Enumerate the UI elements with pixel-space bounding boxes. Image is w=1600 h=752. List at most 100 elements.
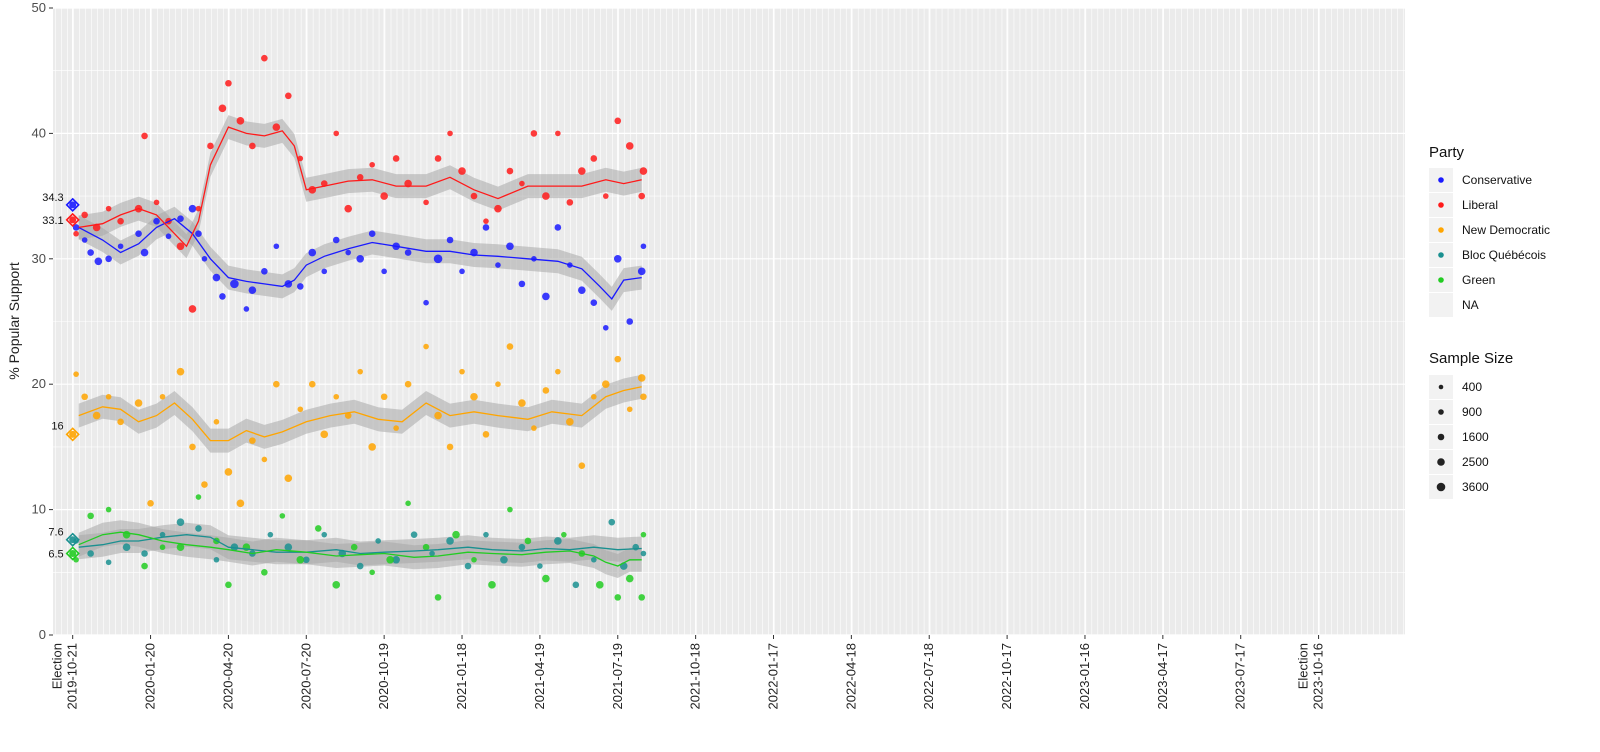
poll-point bbox=[446, 236, 454, 244]
poll-point bbox=[500, 555, 508, 564]
election-result-label: 16 bbox=[51, 420, 63, 432]
poll-point bbox=[566, 199, 574, 206]
x-tick-label: Election bbox=[50, 643, 65, 689]
x-tick-label: 2019-10-21 bbox=[65, 643, 80, 710]
poll-point bbox=[176, 543, 185, 552]
x-tick-label: 2021-10-18 bbox=[688, 643, 703, 710]
poll-point bbox=[105, 559, 112, 566]
poll-point bbox=[357, 368, 363, 375]
election-marker bbox=[65, 532, 80, 547]
poll-point bbox=[447, 130, 453, 137]
poll-point bbox=[296, 283, 304, 290]
poll-point bbox=[333, 130, 340, 137]
x-tick-label: 2022-01-17 bbox=[765, 643, 780, 710]
poll-point bbox=[637, 267, 646, 276]
poll-point bbox=[218, 104, 227, 113]
poll-point bbox=[285, 92, 292, 100]
legend-size-label: 3600 bbox=[1462, 480, 1489, 494]
poll-point bbox=[471, 556, 477, 563]
poll-point bbox=[105, 255, 112, 263]
poll-point bbox=[261, 54, 268, 62]
poll-point bbox=[249, 142, 256, 150]
trend-line bbox=[78, 217, 642, 300]
x-tick-label: 2021-07-19 bbox=[610, 643, 625, 710]
poll-point bbox=[350, 543, 358, 551]
poll-point bbox=[236, 499, 245, 508]
poll-point bbox=[284, 474, 293, 483]
legend-size-swatch bbox=[1438, 409, 1444, 415]
trend-line bbox=[78, 534, 642, 555]
poll-point bbox=[518, 543, 526, 551]
legend-size-label: 900 bbox=[1462, 405, 1482, 419]
poll-point bbox=[495, 262, 501, 268]
x-tick-label: Election bbox=[1296, 643, 1311, 689]
poll-point bbox=[506, 242, 514, 251]
election-result-label: 33.1 bbox=[42, 215, 63, 227]
poll-point bbox=[249, 437, 256, 444]
poll-point bbox=[177, 215, 184, 222]
poll-point bbox=[590, 299, 598, 306]
poll-point bbox=[380, 192, 388, 200]
poll-point bbox=[537, 563, 543, 569]
poll-point bbox=[380, 393, 388, 401]
poll-point bbox=[614, 117, 622, 125]
trend-line bbox=[78, 531, 642, 567]
poll-point bbox=[212, 273, 221, 282]
poll-point bbox=[195, 230, 202, 238]
legend-size-title: Sample Size bbox=[1429, 350, 1513, 367]
election-dot bbox=[69, 536, 77, 544]
poll-point bbox=[333, 393, 340, 400]
poll-point bbox=[345, 249, 352, 256]
legend-swatch bbox=[1438, 227, 1444, 233]
poll-point bbox=[554, 224, 562, 231]
poll-point bbox=[542, 387, 550, 394]
poll-point bbox=[530, 130, 538, 137]
election-result-label: 6.5 bbox=[48, 548, 63, 560]
legend-swatch bbox=[1438, 277, 1444, 283]
poll-point bbox=[595, 581, 604, 589]
legend: Party Conservative Liberal New Democratic Bl… bbox=[1429, 144, 1550, 499]
poll-point bbox=[147, 500, 154, 507]
poll-point bbox=[519, 180, 525, 187]
poll-point bbox=[368, 230, 376, 238]
poll-point bbox=[614, 594, 622, 601]
poll-point bbox=[608, 518, 616, 526]
x-tick-label: 2020-01-20 bbox=[143, 643, 158, 710]
poll-point bbox=[452, 530, 460, 539]
poll-point bbox=[273, 243, 280, 250]
poll-point bbox=[566, 418, 574, 426]
poll-point bbox=[578, 462, 586, 470]
poll-point bbox=[302, 556, 310, 564]
poll-point bbox=[640, 531, 647, 538]
poll-point bbox=[613, 254, 622, 263]
x-tick-label: 2023-01-16 bbox=[1077, 643, 1092, 710]
legend-party-label: Conservative bbox=[1462, 173, 1532, 187]
poll-point bbox=[591, 393, 597, 400]
poll-point bbox=[261, 569, 268, 576]
poll-point bbox=[524, 537, 532, 545]
legend-party-label: New Democratic bbox=[1462, 223, 1550, 237]
poll-point bbox=[626, 406, 633, 413]
x-tick-label: 2020-04-20 bbox=[220, 643, 235, 710]
poll-point bbox=[117, 418, 124, 426]
poll-point bbox=[429, 550, 435, 557]
poll-point bbox=[506, 167, 514, 175]
poll-point bbox=[542, 192, 550, 200]
legend-swatch bbox=[1438, 252, 1444, 258]
x-tick-label: 2023-07-17 bbox=[1233, 643, 1248, 710]
poll-point bbox=[404, 380, 412, 388]
poll-point bbox=[506, 343, 514, 350]
poll-point bbox=[640, 550, 647, 557]
poll-point bbox=[87, 512, 94, 520]
poll-point bbox=[625, 142, 634, 150]
y-tick-label: 50 bbox=[32, 0, 46, 15]
poll-point bbox=[555, 130, 561, 137]
poll-point bbox=[176, 367, 185, 376]
poll-point bbox=[555, 368, 561, 375]
election-dot bbox=[69, 430, 77, 438]
poll-point bbox=[297, 406, 304, 413]
poll-point bbox=[332, 236, 340, 244]
election-result-label: 34.3 bbox=[42, 192, 63, 204]
poll-point bbox=[423, 199, 429, 206]
